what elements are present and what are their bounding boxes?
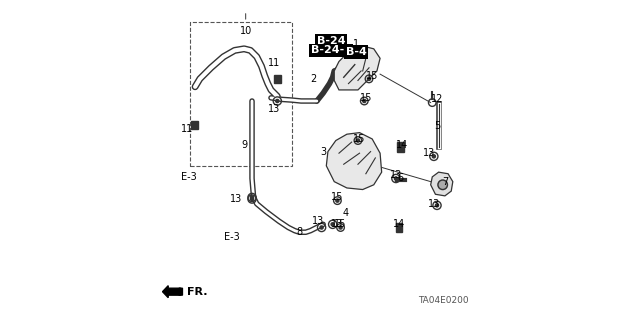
Text: 13: 13: [428, 199, 440, 209]
Text: 14: 14: [396, 140, 408, 150]
Bar: [191, 121, 198, 129]
Text: FR.: FR.: [187, 287, 208, 297]
FancyArrow shape: [163, 286, 182, 298]
Text: 13: 13: [390, 170, 402, 180]
Text: 4: 4: [342, 208, 348, 218]
Text: 6: 6: [397, 174, 404, 183]
Polygon shape: [334, 46, 380, 90]
Text: 10: 10: [239, 26, 252, 36]
Text: E-3: E-3: [223, 232, 239, 242]
Bar: [396, 223, 402, 232]
Circle shape: [438, 180, 447, 189]
Text: E-3: E-3: [181, 172, 196, 182]
Circle shape: [435, 204, 438, 207]
Polygon shape: [326, 133, 381, 189]
Circle shape: [432, 155, 435, 158]
Circle shape: [339, 226, 342, 229]
Text: 13: 13: [332, 219, 344, 229]
Circle shape: [356, 139, 360, 142]
Text: 2: 2: [310, 74, 317, 84]
Text: 1: 1: [353, 39, 360, 49]
Text: 15: 15: [360, 93, 372, 103]
Bar: [274, 75, 281, 83]
Text: 8: 8: [296, 227, 303, 237]
Text: 15: 15: [353, 134, 365, 144]
Circle shape: [320, 226, 323, 229]
Text: TA04E0200: TA04E0200: [418, 296, 468, 305]
Text: 11: 11: [181, 124, 193, 135]
Text: 15: 15: [334, 219, 347, 229]
Circle shape: [394, 177, 397, 180]
Circle shape: [250, 196, 253, 199]
Text: 15: 15: [332, 192, 344, 203]
Circle shape: [331, 223, 334, 226]
Text: B-24: B-24: [317, 36, 346, 46]
Text: B-24-1: B-24-1: [310, 45, 351, 56]
Text: B-4: B-4: [346, 47, 367, 57]
Text: 15: 15: [366, 71, 378, 81]
Circle shape: [250, 197, 253, 201]
Circle shape: [276, 100, 279, 103]
Text: 12: 12: [431, 94, 443, 104]
Circle shape: [336, 199, 339, 202]
Circle shape: [363, 100, 366, 103]
Text: 13: 13: [230, 194, 243, 204]
Circle shape: [367, 77, 371, 80]
Text: 3: 3: [320, 147, 326, 157]
Bar: [397, 142, 404, 152]
Text: 13: 13: [268, 104, 280, 114]
Polygon shape: [431, 172, 453, 196]
Text: 5: 5: [434, 121, 440, 131]
Text: 13: 13: [423, 148, 435, 158]
Text: 11: 11: [268, 58, 280, 68]
Text: 14: 14: [393, 219, 405, 229]
Text: 7: 7: [442, 177, 448, 187]
Text: 13: 13: [312, 216, 324, 226]
Text: 9: 9: [241, 140, 247, 150]
